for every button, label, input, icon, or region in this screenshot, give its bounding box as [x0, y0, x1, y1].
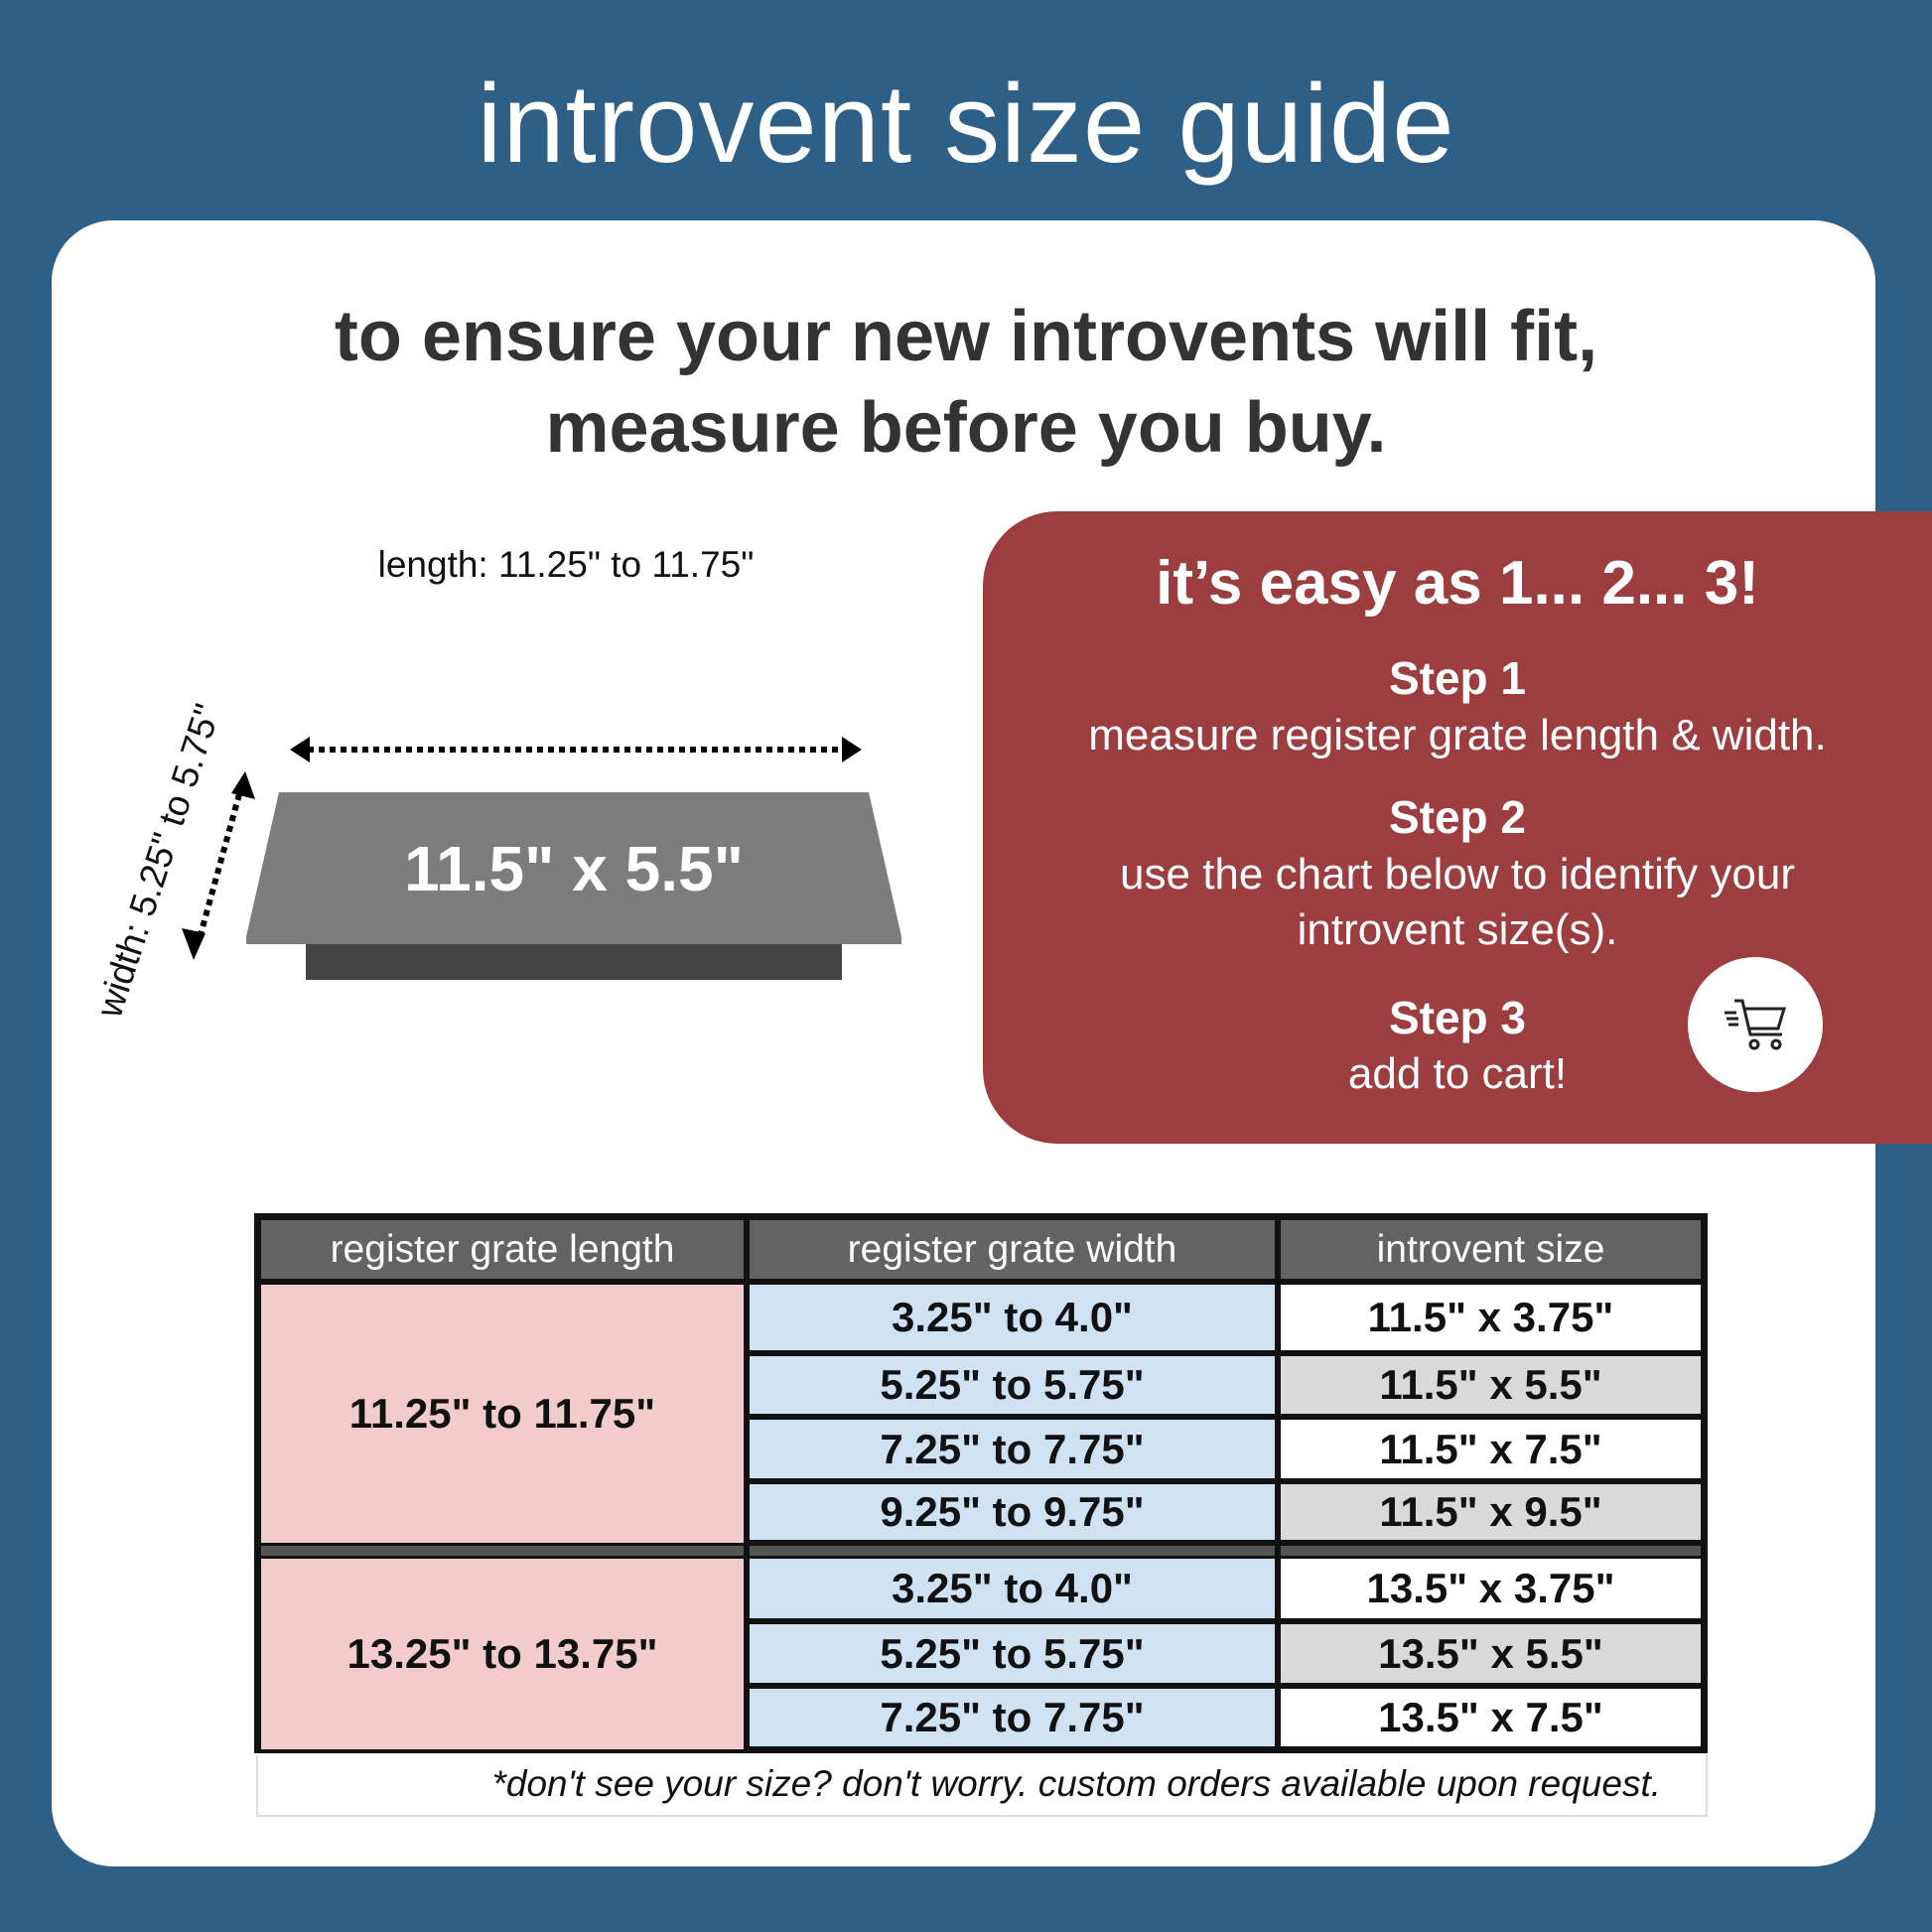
size-cell: 11.5" x 3.75"	[1281, 1285, 1701, 1350]
size-cell: 11.5" x 7.5"	[1281, 1420, 1701, 1478]
steps-title: it’s easy as 1... 2... 3!	[1156, 549, 1759, 618]
width-cell: 3.25" to 4.0"	[750, 1285, 1275, 1350]
width-cell: 5.25" to 5.75"	[750, 1356, 1275, 1414]
size-cell: 11.5" x 5.5"	[1281, 1356, 1701, 1414]
step-2-text-2: introvent size(s).	[1297, 905, 1618, 954]
group-separator	[750, 1546, 1275, 1556]
size-table: register grate length register grate widt…	[254, 1213, 1708, 1753]
step-3-label: Step 3	[1388, 992, 1527, 1043]
width-arrow	[182, 771, 255, 960]
headline-line-1: to ensure your new introvents will fit,	[334, 297, 1598, 376]
length-label: length: 11.25" to 11.75"	[377, 544, 755, 585]
footnote: *don't see your size? don't worry. custo…	[256, 1755, 1708, 1817]
width-cell: 3.25" to 4.0"	[750, 1559, 1275, 1618]
step-2-text: use the chart below to identify your	[1120, 850, 1795, 898]
shopping-cart-icon[interactable]	[1688, 957, 1823, 1092]
column-header: register grate width	[750, 1220, 1275, 1279]
step-1-label: Step 1	[1388, 652, 1527, 704]
size-cell: 13.5" x 7.5"	[1281, 1689, 1701, 1746]
step-1-text: measure register grate length & width.	[1088, 711, 1827, 759]
width-cell: 7.25" to 7.75"	[750, 1420, 1275, 1478]
group-separator	[261, 1546, 744, 1556]
length-cell: 13.25" to 13.75"	[261, 1559, 744, 1749]
column-header: register grate length	[261, 1220, 744, 1279]
width-cell: 5.25" to 5.75"	[750, 1624, 1275, 1683]
page-title: introvent size guide	[477, 62, 1455, 186]
length-arrow	[290, 737, 862, 762]
width-cell: 9.25" to 9.75"	[750, 1484, 1275, 1540]
step-2-label: Step 2	[1388, 791, 1527, 843]
grate-image-base	[306, 944, 842, 980]
size-cell: 11.5" x 9.5"	[1281, 1484, 1701, 1540]
grate-image: 11.5" x 5.5"	[246, 792, 901, 944]
width-cell: 7.25" to 7.75"	[750, 1689, 1275, 1746]
size-cell: 13.5" x 3.75"	[1281, 1559, 1701, 1618]
length-cell: 11.25" to 11.75"	[261, 1285, 744, 1543]
headline-line-2: measure before you buy.	[545, 388, 1387, 468]
product-size-label: 11.5" x 5.5"	[404, 832, 744, 904]
column-header: introvent size	[1281, 1220, 1701, 1279]
step-3-text: add to cart!	[1347, 1049, 1568, 1098]
size-cell: 13.5" x 5.5"	[1281, 1624, 1701, 1683]
group-separator	[1281, 1546, 1701, 1556]
